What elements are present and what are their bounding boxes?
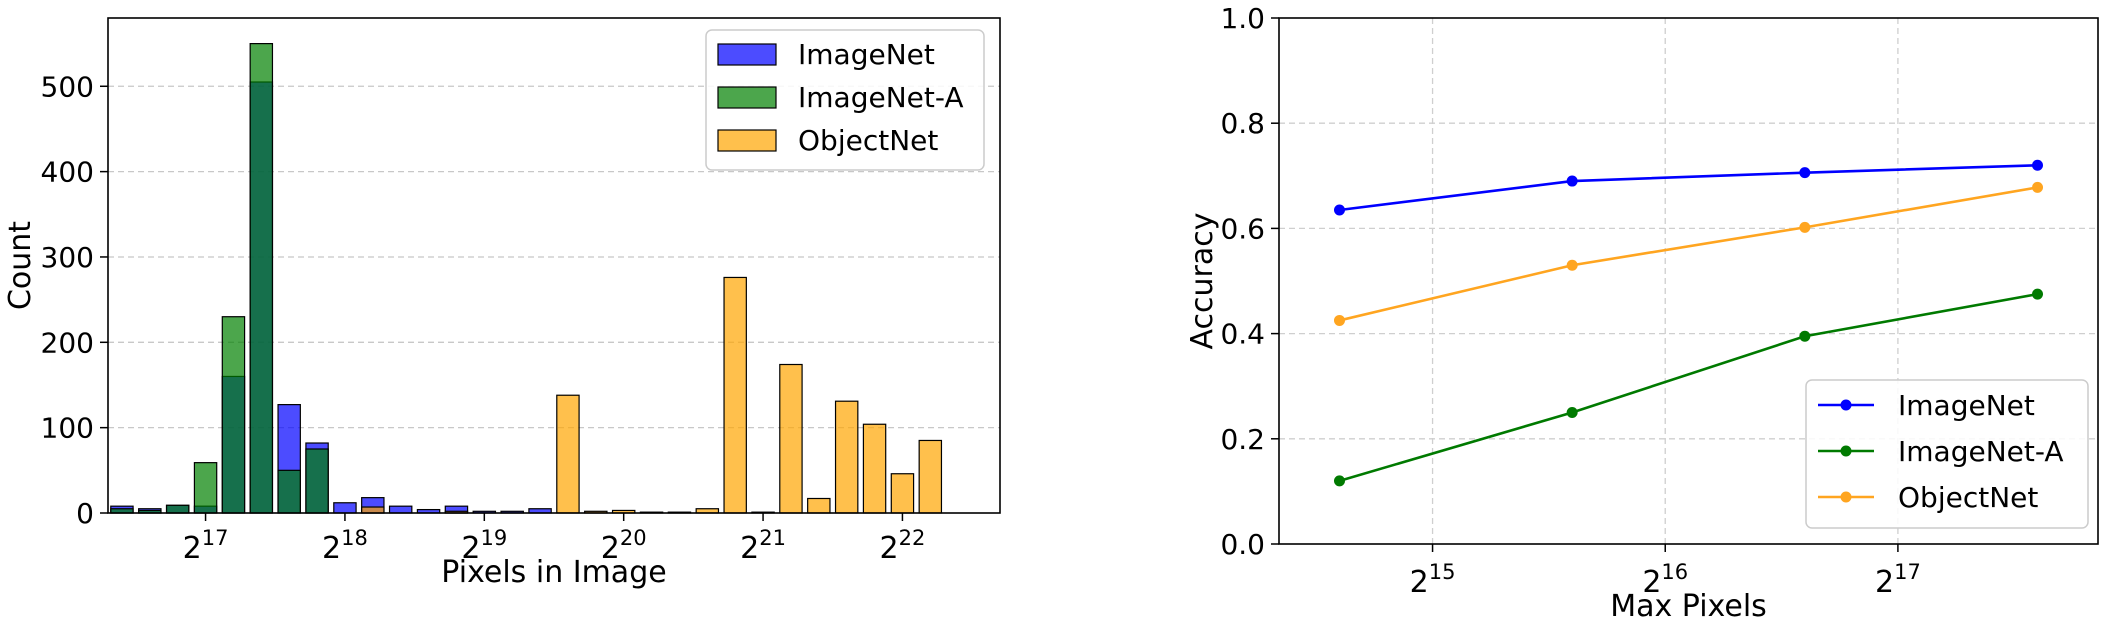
legend-swatch: [717, 43, 777, 66]
data-point: [1566, 407, 1578, 418]
legend-label: ImageNet: [798, 38, 935, 71]
legend-label: ObjectNet: [1898, 481, 2038, 514]
y-tick-label: 300: [41, 241, 94, 274]
series-line: [1339, 186, 2038, 322]
bar: [862, 423, 887, 514]
bar: [779, 363, 803, 514]
x-axis-label: Max Pixels: [1610, 589, 1767, 624]
legend-marker: [1840, 491, 1852, 503]
bar: [333, 502, 357, 514]
bar: [890, 473, 915, 514]
y-tick-label: 0.0: [1220, 528, 1265, 561]
x-tick-label: 215: [1410, 560, 1456, 600]
x-tick-label: 217: [1875, 560, 1921, 600]
data-point: [1799, 167, 1811, 179]
data-point: [1333, 204, 1345, 216]
plot-frame: [1278, 17, 2099, 545]
y-tick-label: 1.0: [1220, 2, 1265, 35]
y-tick-label: 0.6: [1220, 212, 1265, 245]
data-point: [1799, 330, 1811, 342]
y-tick-label: 400: [41, 156, 94, 189]
legend-swatch: [717, 86, 777, 109]
bar: [834, 400, 859, 514]
bar: [361, 506, 385, 514]
bar: [277, 469, 301, 514]
legend-marker: [1840, 445, 1852, 457]
y-tick-label: 100: [41, 412, 94, 445]
x-tick-label: 218: [322, 526, 368, 566]
data-point: [1333, 475, 1345, 487]
data-point: [1566, 175, 1578, 187]
data-point: [1566, 259, 1578, 271]
data-point: [2032, 181, 2044, 193]
data-point: [1799, 221, 1811, 233]
legend-label: ImageNet: [1898, 389, 2035, 422]
x-tick-label: 219: [461, 526, 507, 566]
legend-box: [1805, 379, 2089, 529]
x-tick-label: 216: [1642, 560, 1688, 600]
series-line: [1339, 163, 2038, 212]
bar: [249, 43, 274, 514]
plot-frame: [107, 17, 1001, 514]
x-tick-label: 222: [880, 526, 926, 566]
x-tick-label: 220: [601, 526, 647, 566]
x-tick-label: 217: [183, 526, 229, 566]
bar: [221, 316, 246, 514]
y-tick-label: 200: [41, 326, 94, 359]
y-axis-label: Count: [3, 221, 38, 310]
bar: [918, 439, 943, 514]
histogram-chart: 0 100 200 300 400 500 217 218 219 220 221 222 Pixels…: [3, 17, 1001, 590]
y-tick-label: 0.2: [1220, 423, 1265, 456]
legend-label: ObjectNet: [798, 124, 938, 157]
y-tick-label: 0.8: [1220, 107, 1265, 140]
data-point: [2032, 159, 2044, 171]
x-tick-label: 221: [740, 526, 786, 566]
bar: [388, 505, 413, 514]
legend-label: ImageNet-A: [1898, 435, 2063, 468]
series-line: [1339, 292, 2038, 483]
bar: [305, 448, 329, 514]
accuracy-line-chart: 0.0 0.2 0.4 0.6 0.8 1.0 215 216 217 Max Pixels Acc…: [1185, 2, 2099, 624]
y-axis-label: Accuracy: [1185, 213, 1220, 350]
bar: [556, 394, 580, 514]
bar: [193, 462, 218, 514]
x-axis-label: Pixels in Image: [441, 555, 666, 590]
y-tick-label: 500: [41, 70, 94, 103]
bar: [723, 276, 747, 514]
legend-marker: [1840, 399, 1852, 411]
bar: [807, 497, 831, 514]
bar: [165, 504, 190, 514]
data-point: [2032, 288, 2044, 300]
legend-swatch: [717, 129, 777, 152]
legend-label: ImageNet-A: [798, 81, 963, 114]
y-tick-label: 0: [76, 497, 94, 530]
y-tick-label: 0.4: [1220, 318, 1265, 351]
data-point: [1333, 314, 1345, 326]
